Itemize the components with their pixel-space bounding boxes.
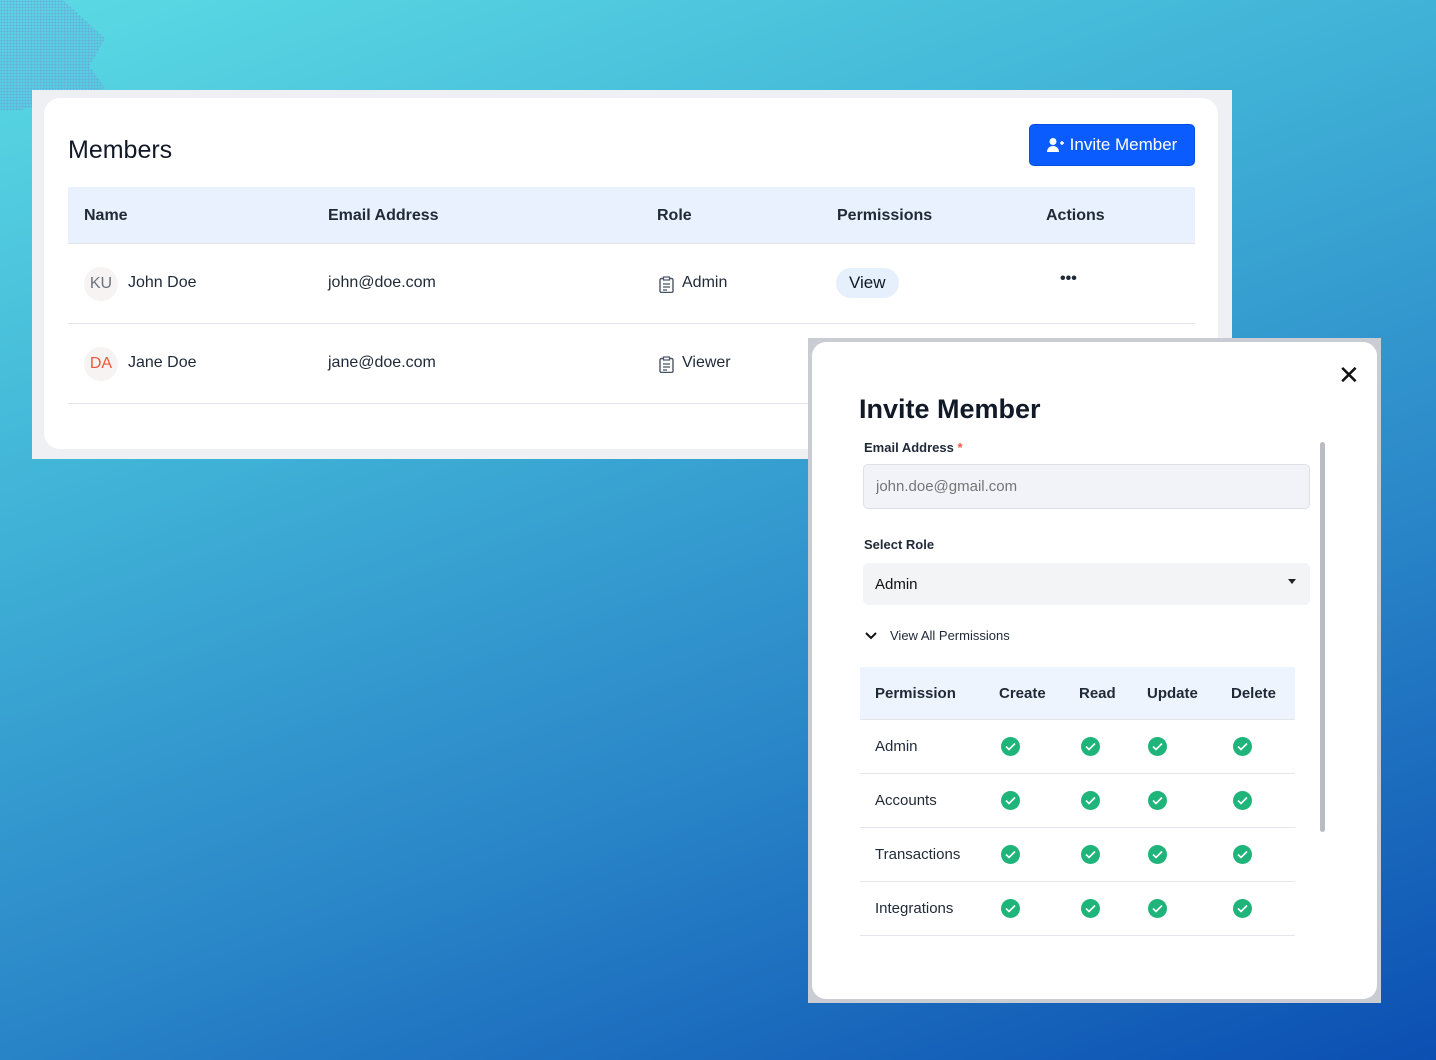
clipboard-icon	[659, 276, 674, 293]
check-icon	[1233, 845, 1252, 864]
permission-name: Transactions	[875, 846, 961, 863]
check-icon	[1148, 737, 1167, 756]
table-header: Name Email Address Role Permissions Acti…	[68, 187, 1195, 244]
avatar: DA	[84, 347, 118, 381]
column-create: Create	[999, 685, 1046, 702]
column-email: Email Address	[328, 207, 439, 224]
role-select-value: Admin	[875, 575, 918, 593]
check-icon	[1233, 791, 1252, 810]
permission-row: Integrations	[860, 882, 1295, 936]
members-panel: Members Invite Member Name Email Address…	[32, 90, 1232, 459]
permissions-table: Permission Create Read Update Delete Adm…	[860, 667, 1295, 936]
check-icon	[1001, 845, 1020, 864]
member-name: John Doe	[128, 274, 197, 291]
permission-row: Accounts	[860, 774, 1295, 828]
more-actions-icon[interactable]: •••	[1060, 270, 1077, 287]
permission-name: Admin	[875, 738, 918, 755]
member-email: john@doe.com	[328, 274, 436, 291]
check-icon	[1001, 791, 1020, 810]
table-row: DA Jane Doe jane@doe.com Viewer	[68, 324, 1195, 404]
required-mark: *	[957, 440, 963, 455]
column-delete: Delete	[1231, 685, 1277, 702]
user-plus-icon	[1046, 138, 1064, 152]
permission-name: Integrations	[875, 900, 954, 917]
column-read: Read	[1079, 685, 1116, 702]
check-icon	[1148, 791, 1167, 810]
dialog-body: ✕ Invite Member Email Address * Select R…	[812, 342, 1377, 999]
invite-member-label: Invite Member	[1069, 135, 1178, 154]
column-name: Name	[84, 207, 128, 224]
check-icon	[1081, 845, 1100, 864]
permission-row: Admin	[860, 720, 1295, 774]
dialog-title: Invite Member	[859, 394, 1041, 424]
check-icon	[1148, 899, 1167, 918]
column-permissions: Permissions	[837, 207, 933, 224]
email-input[interactable]	[863, 464, 1310, 509]
close-icon[interactable]: ✕	[1338, 360, 1360, 390]
check-icon	[1001, 899, 1020, 918]
permission-row: Transactions	[860, 828, 1295, 882]
check-icon	[1001, 737, 1020, 756]
view-all-permissions-label: View All Permissions	[890, 628, 1010, 643]
avatar: KU	[84, 267, 118, 301]
permissions-header: Permission Create Read Update Delete	[860, 667, 1295, 720]
member-role: Admin	[682, 274, 728, 291]
invite-member-button[interactable]: Invite Member	[1029, 124, 1195, 166]
member-role: Viewer	[682, 354, 731, 371]
column-actions: Actions	[1046, 207, 1105, 224]
scrollbar[interactable]	[1320, 442, 1325, 832]
email-label-text: Email Address	[864, 440, 954, 455]
check-icon	[1148, 845, 1167, 864]
role-label: Select Role	[864, 537, 935, 552]
column-permission: Permission	[875, 685, 956, 702]
check-icon	[1233, 899, 1252, 918]
member-name: Jane Doe	[128, 354, 197, 371]
check-icon	[1081, 899, 1100, 918]
view-all-permissions-toggle[interactable]: View All Permissions	[864, 628, 1010, 643]
caret-down-icon	[1288, 579, 1296, 588]
column-update: Update	[1147, 685, 1198, 702]
check-icon	[1233, 737, 1252, 756]
permission-badge[interactable]: View	[836, 268, 899, 298]
permission-name: Accounts	[875, 792, 937, 809]
check-icon	[1081, 737, 1100, 756]
role-select[interactable]: Admin	[863, 563, 1310, 605]
member-email: jane@doe.com	[328, 354, 436, 371]
page-title: Members	[68, 136, 173, 164]
chevron-down-icon	[865, 631, 877, 639]
check-icon	[1081, 791, 1100, 810]
invite-member-dialog: ✕ Invite Member Email Address * Select R…	[808, 338, 1381, 1003]
column-role: Role	[657, 207, 692, 224]
email-label: Email Address *	[864, 440, 963, 455]
table-row: KU John Doe john@doe.com Admin View •••	[68, 244, 1195, 324]
clipboard-icon	[659, 356, 674, 373]
